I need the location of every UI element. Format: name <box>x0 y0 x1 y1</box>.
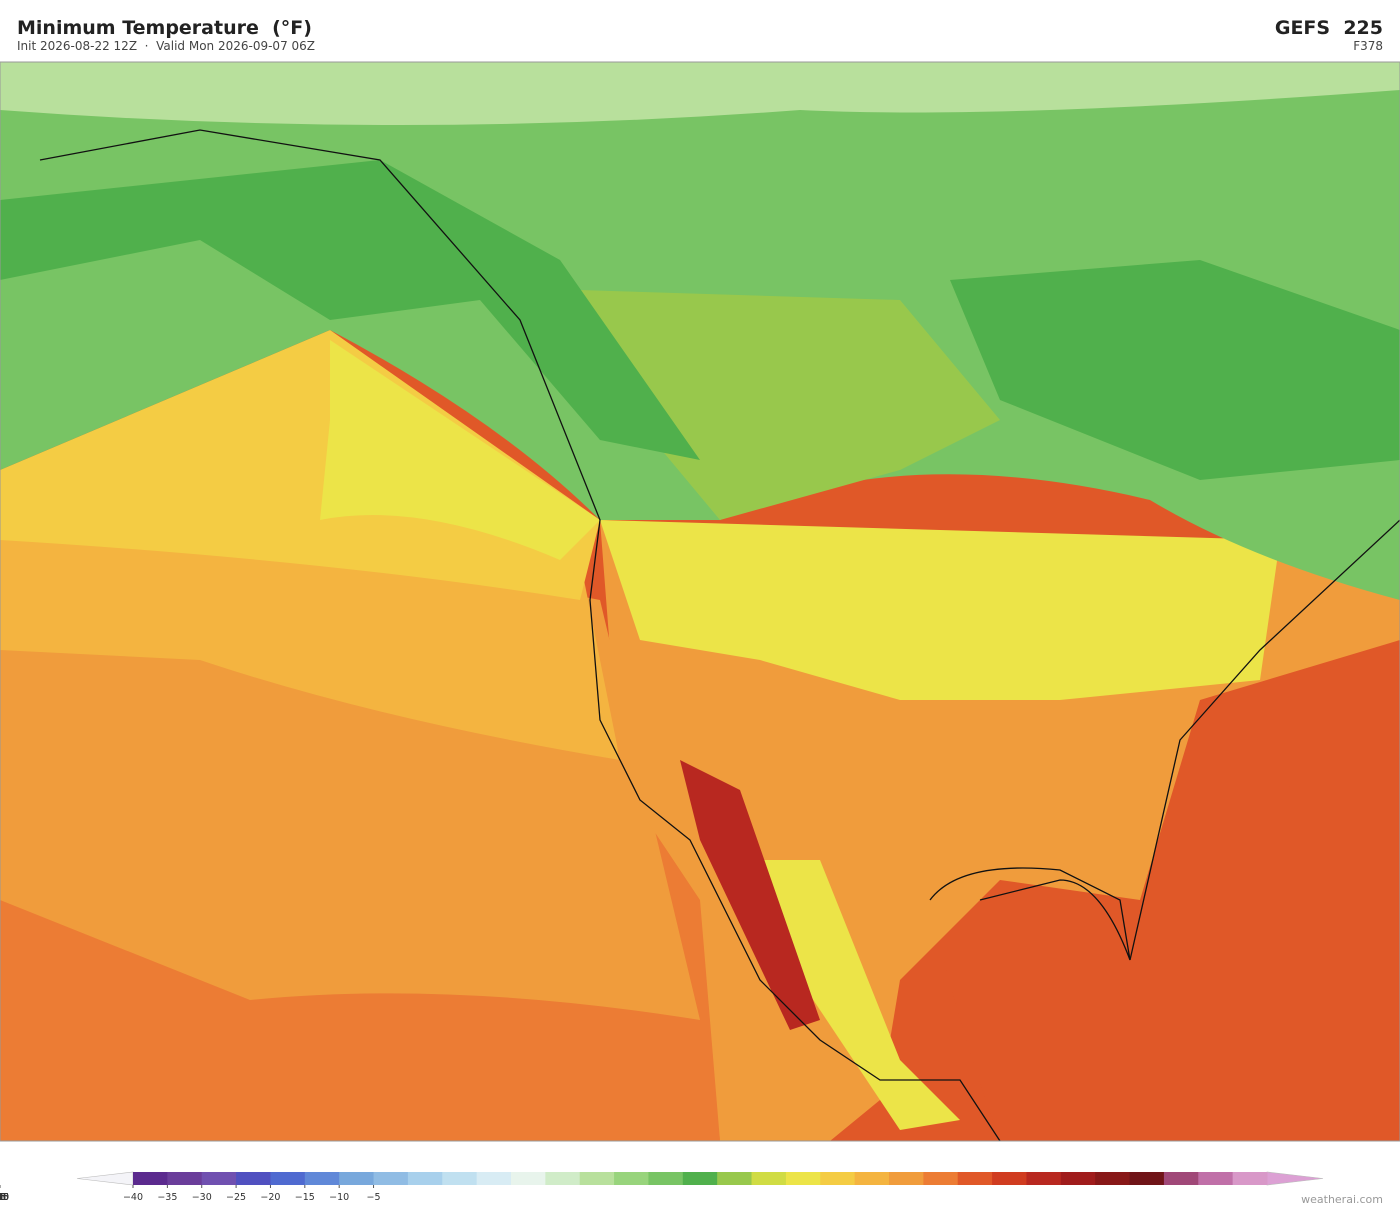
colorbar-segment <box>133 1172 168 1185</box>
colorbar-tick-label: 35 <box>0 1192 6 1203</box>
title: Minimum Temperature (°F) <box>17 17 312 39</box>
colorbar-segment <box>785 1172 821 1185</box>
colorbar-segment <box>511 1172 546 1185</box>
colorbar-tick-label: 60 <box>0 1192 6 1203</box>
colorbar-tick-label: 125 <box>0 1192 9 1203</box>
colorbar-tick-label: 30 <box>0 1192 6 1203</box>
colorbar-tick-label: −35 <box>157 1192 177 1203</box>
colorbar-segment <box>270 1172 306 1185</box>
colorbar-segment <box>442 1172 478 1185</box>
colorbar-tick-label: −20 <box>260 1192 280 1203</box>
zone <box>680 760 820 1030</box>
colorbar-tick-label: 90 <box>0 1192 6 1203</box>
colorbar-tick-label: 80 <box>0 1192 6 1203</box>
colorbar-segment <box>1198 1172 1234 1185</box>
zone <box>0 62 1400 125</box>
zone <box>320 340 600 560</box>
zone <box>580 290 1000 520</box>
colorbar-segment <box>304 1172 340 1185</box>
colorbar-segment <box>167 1172 203 1185</box>
zone <box>0 330 600 600</box>
colorbar-tick-label: −15 <box>295 1192 315 1203</box>
colorbar-segment <box>923 1172 959 1185</box>
colorbar-segment <box>1129 1172 1165 1185</box>
colorbar-tick-label: 50 <box>0 1192 6 1203</box>
colorbar-tick-label: −25 <box>226 1192 246 1203</box>
colorbar-tick-label: −5 <box>367 1192 381 1203</box>
subtitle: Init 2026-08-22 12Z · Valid Mon 2026-09-… <box>17 39 315 53</box>
colorbar-segment <box>957 1172 993 1185</box>
colorbar-segment <box>648 1172 684 1185</box>
forecast-hour: F378 <box>1353 39 1383 53</box>
colorbar-tick-label: 40 <box>0 1192 6 1203</box>
colorbar-tick-label: 55 <box>0 1192 6 1203</box>
colorbar-tick-label: 65 <box>0 1192 6 1203</box>
colorbar-segment <box>992 1172 1027 1185</box>
zone <box>600 520 1280 700</box>
colorbar-segment <box>339 1172 375 1185</box>
colorbar-segment <box>476 1172 512 1185</box>
colorbar-tick-label: 20 <box>0 1192 6 1203</box>
colorbar-segment <box>682 1172 718 1185</box>
colorbar-tick-label: 100 <box>0 1192 9 1203</box>
colorbar-under <box>76 1171 134 1186</box>
coastline <box>39 129 1001 1141</box>
colorbar-tick-label: 115 <box>0 1192 9 1203</box>
colorbar-segment <box>889 1172 924 1185</box>
colorbar-tick-label: 45 <box>0 1192 6 1203</box>
colorbar-tick-label: −40 <box>123 1192 143 1203</box>
colorbar-tick-label: 75 <box>0 1192 6 1203</box>
colorbar-tick-label: 95 <box>0 1192 6 1203</box>
colorbar-tick-label: 25 <box>0 1192 6 1203</box>
colorbar-segment <box>1232 1172 1268 1185</box>
colorbar-tick-label: 120 <box>0 1192 9 1203</box>
colorbar-tick-label: −10 <box>329 1192 349 1203</box>
colorbar-segment <box>373 1172 409 1185</box>
colorbar-segment <box>1095 1172 1131 1185</box>
zone <box>950 260 1400 480</box>
colorbar-segment <box>545 1172 581 1185</box>
colorbar-segment <box>1026 1172 1062 1185</box>
colorbar-tick-label: 70 <box>0 1192 6 1203</box>
colorbar-segment <box>201 1172 237 1185</box>
colorbar-segment <box>1060 1172 1096 1185</box>
model: GEFS 225 <box>1275 17 1383 39</box>
colorbar-tick-label: 105 <box>0 1192 9 1203</box>
colorbar-segment <box>751 1172 787 1185</box>
colorbar-segment <box>579 1172 615 1185</box>
colorbar-segment <box>407 1172 443 1185</box>
colorbar-tick-label: 15 <box>0 1192 6 1203</box>
coastline <box>929 867 1131 961</box>
coastline <box>1129 519 1400 961</box>
map <box>0 61 1400 1142</box>
colorbar-over <box>1266 1171 1324 1186</box>
colorbar-segment <box>236 1172 271 1185</box>
zone <box>0 160 700 460</box>
colorbar: −40 −35 −30 −25 −20 −15 −10 −5 05101520253035404… <box>0 1171 1324 1203</box>
zone <box>740 860 960 1130</box>
colorbar-segment <box>1163 1172 1199 1185</box>
colorbar-tick-label: −30 <box>192 1192 212 1203</box>
colorbar-tick-label: 85 <box>0 1192 6 1203</box>
colorbar-segment <box>854 1172 890 1185</box>
colorbar-tick-label: 0 <box>0 1192 3 1203</box>
colorbar-segment <box>717 1172 753 1185</box>
map-frame <box>0 61 1400 1142</box>
colorbar-segment <box>614 1172 649 1185</box>
colorbar-tick-label: 5 <box>0 1192 3 1203</box>
colorbar-tick-label: 10 <box>0 1192 6 1203</box>
credit: weatherai.com <box>1301 1193 1383 1206</box>
colorbar-tick-label: 110 <box>0 1192 9 1203</box>
zone <box>0 533 620 760</box>
colorbar-segment <box>820 1172 856 1185</box>
